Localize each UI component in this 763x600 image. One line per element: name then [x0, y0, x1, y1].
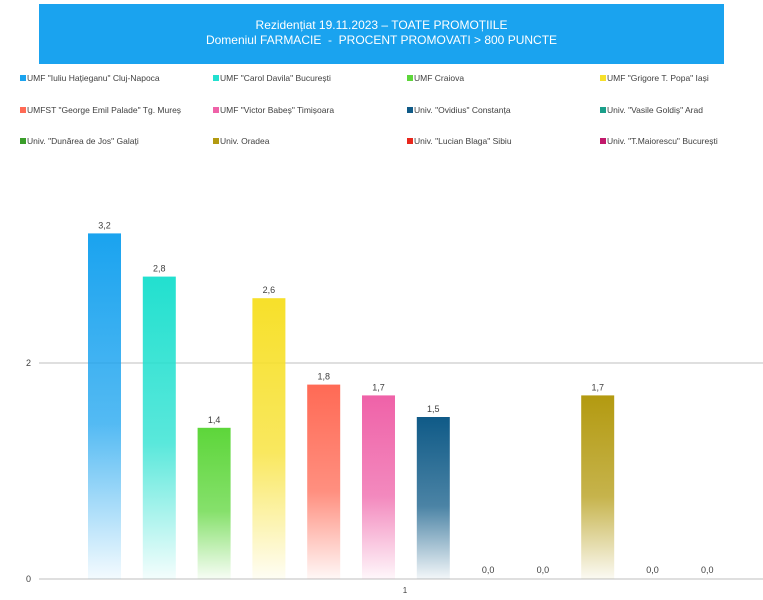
legend-label: UMF "Grigore T. Popa" Iași — [607, 73, 709, 83]
bar-value-label: 1,5 — [427, 404, 440, 414]
legend-label: UMF Craiova — [414, 73, 465, 83]
chart-title-line2: Domeniul FARMACIE - PROCENT PROMOVATI > … — [205, 33, 558, 47]
legend-swatch — [20, 138, 26, 144]
chart-legend: UMF "Iuliu Hațieganu" Cluj-Napoca UMF "Ca… — [0, 70, 763, 150]
legend-label: Univ. "Ovidius" Constanța — [414, 105, 511, 115]
legend-item: UMFST "George Emil Palade" Tg. Mureș — [20, 105, 181, 115]
bar-value-label: 1,7 — [591, 382, 604, 392]
bar-value-label: 1,4 — [208, 415, 221, 425]
bar — [252, 298, 286, 579]
legend-swatch — [213, 75, 219, 81]
legend-label: UMFST "George Emil Palade" Tg. Mureș — [27, 105, 182, 115]
bar-value-label: 0,0 — [482, 565, 495, 575]
legend-swatch — [213, 138, 219, 144]
legend-swatch — [407, 107, 413, 113]
legend-swatch — [600, 107, 606, 113]
legend-label: UMF "Carol Davila" București — [220, 73, 331, 83]
legend-item: Univ. Oradea — [213, 136, 269, 146]
y-tick-label: 0 — [26, 574, 31, 584]
legend-item: UMF "Iuliu Hațieganu" Cluj-Napoca — [20, 73, 160, 83]
legend-label: Univ. "Lucian Blaga" Sibiu — [414, 136, 512, 146]
chart-title-box: Rezidențiat 19.11.2023 – TOATE PROMOȚIIL… — [39, 4, 724, 64]
bar-value-label: 0,0 — [537, 565, 550, 575]
bar — [581, 395, 615, 579]
bar-value-label: 1,8 — [317, 372, 330, 382]
legend-swatch — [213, 107, 219, 113]
bar — [416, 417, 450, 579]
bar — [362, 395, 395, 579]
legend-swatch — [407, 138, 413, 144]
legend-label: Univ. Oradea — [220, 136, 270, 146]
legend-swatch — [20, 107, 26, 113]
legend-swatch — [600, 138, 606, 144]
legend-swatch — [600, 75, 606, 81]
legend-item: Univ. "Lucian Blaga" Sibiu — [407, 136, 512, 146]
chart-title-line1: Rezidențiat 19.11.2023 – TOATE PROMOȚIIL… — [255, 18, 508, 32]
y-tick-label: 2 — [26, 358, 31, 368]
legend-item: Univ. "Dunărea de Jos" Galați — [20, 136, 139, 146]
bar-value-label: 0,0 — [646, 565, 659, 575]
legend-item: UMF "Carol Davila" București — [213, 73, 331, 83]
bar-value-label: 1,7 — [372, 382, 385, 392]
legend-label: UMF "Iuliu Hațieganu" Cluj-Napoca — [27, 73, 160, 83]
bar — [142, 276, 176, 579]
legend-item: Univ. "T.Maiorescu" București — [600, 136, 718, 146]
x-category-label: 1 — [403, 586, 408, 595]
legend-label: Univ. "T.Maiorescu" București — [607, 136, 718, 146]
bar-value-label: 3,2 — [98, 220, 111, 230]
legend-item: UMF "Victor Babeș" Timișoara — [213, 105, 334, 115]
bar — [88, 233, 121, 579]
legend-swatch — [20, 75, 26, 81]
legend-item: Univ. "Vasile Goldiș" Arad — [600, 105, 703, 115]
bar-value-label: 0,0 — [701, 565, 714, 575]
bar-value-label: 2,8 — [153, 264, 166, 274]
legend-item: Univ. "Ovidius" Constanța — [407, 105, 511, 115]
bar — [307, 384, 341, 579]
legend-swatch — [407, 75, 413, 81]
bar-value-label: 2,6 — [263, 285, 276, 295]
legend-label: Univ. "Dunărea de Jos" Galați — [27, 136, 139, 146]
legend-item: UMF "Grigore T. Popa" Iași — [600, 73, 709, 83]
legend-item: UMF Craiova — [407, 73, 464, 83]
bar — [197, 427, 231, 579]
legend-label: Univ. "Vasile Goldiș" Arad — [607, 105, 703, 115]
legend-label: UMF "Victor Babeș" Timișoara — [220, 105, 335, 115]
